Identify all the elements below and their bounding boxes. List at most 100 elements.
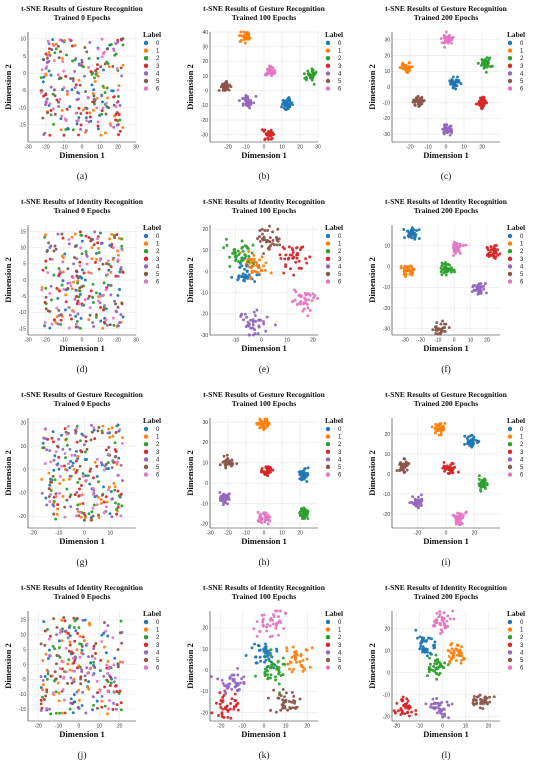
scatter-point [247, 333, 251, 337]
scatter-point [47, 487, 51, 490]
scatter-point [116, 274, 120, 278]
legend-marker [143, 426, 149, 432]
scatter-point [223, 498, 226, 502]
scatter-point [119, 492, 123, 496]
scatter-point [407, 231, 411, 235]
legend-label: 5 [338, 272, 342, 278]
scatter-point [224, 705, 227, 709]
scatter-point [407, 714, 411, 718]
scatter-point [56, 322, 60, 326]
scatter-point [90, 430, 94, 434]
scatter-point [114, 431, 118, 434]
scatter-point [73, 493, 77, 497]
scatter-point [70, 650, 74, 654]
scatter-point [63, 515, 67, 519]
scatter-point [403, 66, 407, 70]
scatter-point [116, 305, 120, 309]
scatter-point [66, 462, 70, 466]
scatter-point [85, 666, 89, 670]
scatter-point [75, 507, 79, 511]
scatter-point [431, 706, 435, 710]
scatter-point [417, 237, 421, 240]
x-tick-label: 0 [453, 338, 456, 344]
scatter-point [95, 457, 99, 461]
scatter-point [238, 265, 242, 269]
scatter-point [454, 87, 458, 91]
scatter-point [281, 706, 285, 710]
scatter-point [290, 655, 294, 659]
scatter-point [399, 466, 403, 470]
scatter-point [91, 91, 95, 95]
scatter-point [85, 447, 89, 451]
scatter-point [83, 516, 87, 520]
scatter-point [116, 40, 120, 44]
scatter-point [260, 237, 264, 241]
legend-label: 5 [156, 272, 160, 278]
scatter-point [405, 70, 409, 74]
scatter-point [434, 331, 438, 335]
scatter-point [42, 133, 46, 136]
scatter-point [62, 69, 66, 73]
scatter-point [441, 319, 445, 323]
scatter-point [263, 228, 267, 232]
scatter-point [52, 512, 56, 516]
scatter-point [236, 673, 240, 677]
scatter-point [85, 50, 89, 54]
scatter-point [263, 417, 267, 421]
scatter-point [87, 66, 90, 69]
legend-marker [325, 464, 331, 470]
scatter-point [71, 656, 75, 660]
scatter-point [92, 503, 96, 507]
scatter-point [268, 624, 272, 628]
scatter-point [90, 83, 94, 87]
scatter-point [278, 609, 282, 613]
scatter-point [266, 513, 270, 517]
scatter-point [437, 433, 441, 437]
scatter-point [489, 250, 493, 254]
scatter-point [263, 645, 267, 649]
scatter-point [254, 94, 258, 98]
scatter-point [248, 106, 252, 110]
scatter-point [461, 244, 465, 247]
scatter-point [292, 694, 296, 698]
scatter-point [254, 655, 258, 659]
scatter-point [291, 706, 295, 710]
scatter-point [115, 462, 119, 466]
scatter-point [62, 616, 66, 620]
legend-marker [325, 241, 331, 246]
scatter-point [407, 65, 411, 69]
scatter-point [79, 493, 83, 497]
scatter-point [266, 515, 270, 519]
scatter-point [119, 708, 123, 712]
scatter-point [405, 697, 409, 701]
scatter-point [92, 100, 96, 104]
scatter-point [52, 318, 56, 322]
scatter-point [94, 652, 97, 655]
scatter-point [52, 468, 56, 472]
legend-marker [325, 457, 331, 462]
scatter-point [445, 619, 449, 623]
scatter-point [236, 249, 240, 253]
scatter-point [54, 492, 58, 496]
scatter-point [405, 265, 409, 269]
scatter-point [244, 325, 248, 329]
y-axis-label: Dimension 2 [367, 450, 377, 496]
scatter-point [210, 711, 214, 715]
legend-label: 0 [156, 234, 160, 240]
scatter-point [482, 97, 485, 101]
scatter-point [49, 460, 53, 464]
legend-marker [325, 635, 331, 640]
scatter-point [70, 453, 74, 457]
scatter-point [455, 84, 459, 88]
scatter-point [39, 76, 43, 80]
scatter-point [447, 263, 451, 267]
scatter-point [77, 106, 81, 110]
legend-label: 6 [520, 666, 524, 672]
scatter-point [264, 518, 268, 521]
scatter-point [435, 711, 439, 715]
scatter-point [301, 669, 305, 673]
scatter-point [274, 626, 278, 630]
scatter-point [44, 103, 47, 107]
scatter-point [84, 106, 88, 110]
x-tick-label: 0 [263, 531, 266, 537]
